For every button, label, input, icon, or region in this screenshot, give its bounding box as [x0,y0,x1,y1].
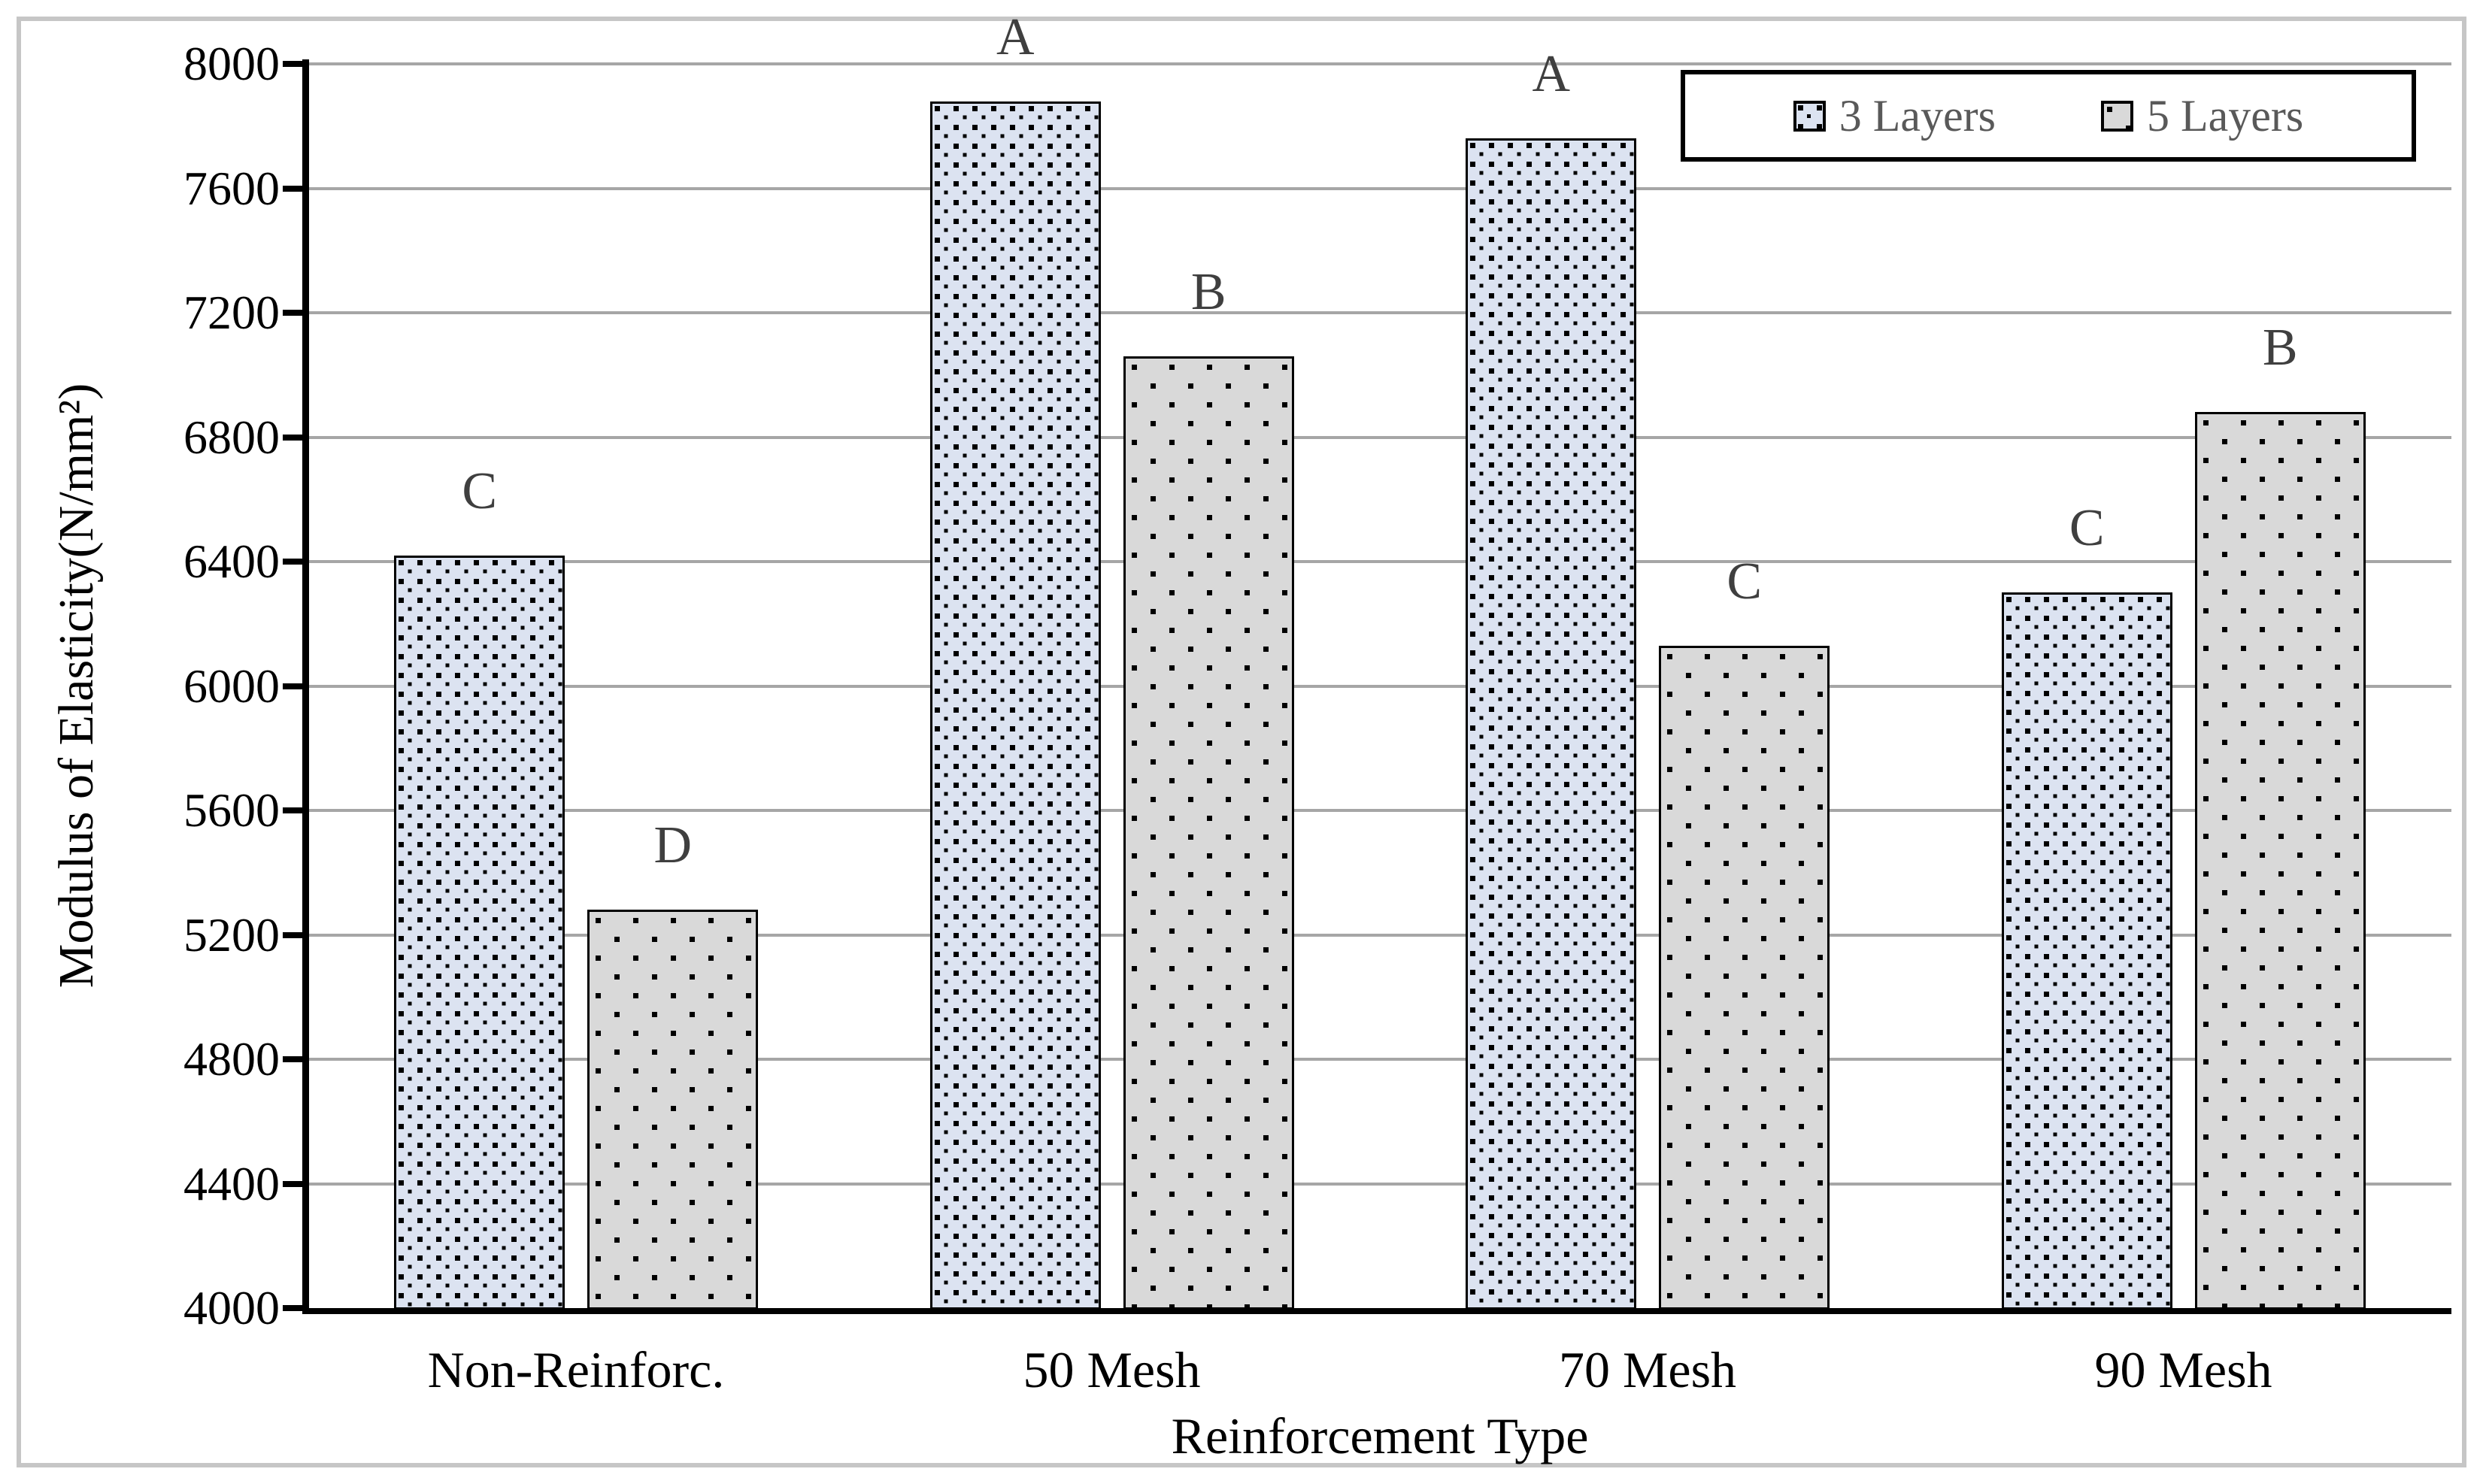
y-tick-label: 4400 [183,1156,280,1210]
y-tick-label: 7200 [183,286,280,339]
y-gridline [308,933,2451,937]
bar-letter-label: C [1727,552,1763,610]
bar-letter-label: C [462,462,498,520]
legend: 3 Layers 5 Layers [1681,70,2416,162]
x-axis-line [302,1308,2451,1314]
y-gridline [308,435,2451,439]
y-tick [283,185,304,192]
y-tick-label: 6000 [183,659,280,713]
bar-letter-label: A [1532,45,1571,104]
y-tick [283,434,304,441]
y-tick [283,310,304,316]
legend-swatch-5-layers-icon [2101,100,2133,132]
bar-letter-label: A [996,8,1035,66]
y-tick [283,1180,304,1187]
legend-item-3-layers: 3 Layers [1793,92,1996,140]
bar-3-layers-70-mesh [1466,138,1637,1310]
x-category-label: 50 Mesh [1023,1341,1201,1398]
y-tick-label: 4000 [183,1281,280,1334]
y-gridline [308,311,2451,314]
y-tick-label: 4800 [183,1032,280,1086]
bar-5-layers-non-reinforc- [587,910,759,1310]
y-gridline [308,186,2451,190]
y-gridline [308,684,2451,688]
y-tick-label: 5200 [183,907,280,962]
y-tick-label: 5600 [183,783,280,837]
legend-label-3-layers: 3 Layers [1839,91,1996,141]
y-axis-title: Modulus of Elasticity(N/mm²) [49,383,104,989]
bar-letter-label: D [653,816,693,875]
bar-letter-label: B [1190,262,1226,321]
y-tick [283,1305,304,1311]
y-gridline [308,1058,2451,1061]
y-tick [283,683,304,689]
y-tick-label: 6400 [183,535,280,588]
y-gridline [308,809,2451,812]
bar-5-layers-90-mesh [2194,412,2366,1310]
legend-label-5-layers: 5 Layers [2147,91,2304,141]
y-tick-label: 7600 [183,161,280,215]
bar-3-layers-50-mesh [929,101,1101,1310]
x-category-label: Non-Reinforc. [427,1341,725,1398]
x-category-label: 90 Mesh [2094,1341,2272,1398]
bar-3-layers-non-reinforc- [394,555,565,1310]
y-tick [283,1056,304,1062]
bar-letter-label: C [2069,499,2105,558]
y-gridline [308,1182,2451,1186]
y-tick-label: 8000 [183,37,280,90]
y-gridline [308,62,2451,65]
figure-frame [17,17,2466,1467]
y-gridline [308,560,2451,563]
bar-3-layers-90-mesh [2001,592,2172,1310]
bar-5-layers-50-mesh [1123,356,1294,1310]
x-axis-title: Reinforcement Type [1171,1407,1589,1464]
y-tick [283,61,304,67]
bar-letter-label: B [2262,319,2298,377]
y-axis-line [302,59,309,1314]
y-tick [283,559,304,565]
legend-item-5-layers: 5 Layers [2101,92,2303,140]
x-category-label: 70 Mesh [1558,1341,1737,1398]
bar-5-layers-70-mesh [1659,645,1830,1310]
legend-swatch-3-layers-icon [1793,100,1826,132]
y-tick [283,807,304,813]
y-tick [283,931,304,938]
y-tick-label: 6800 [183,410,280,464]
